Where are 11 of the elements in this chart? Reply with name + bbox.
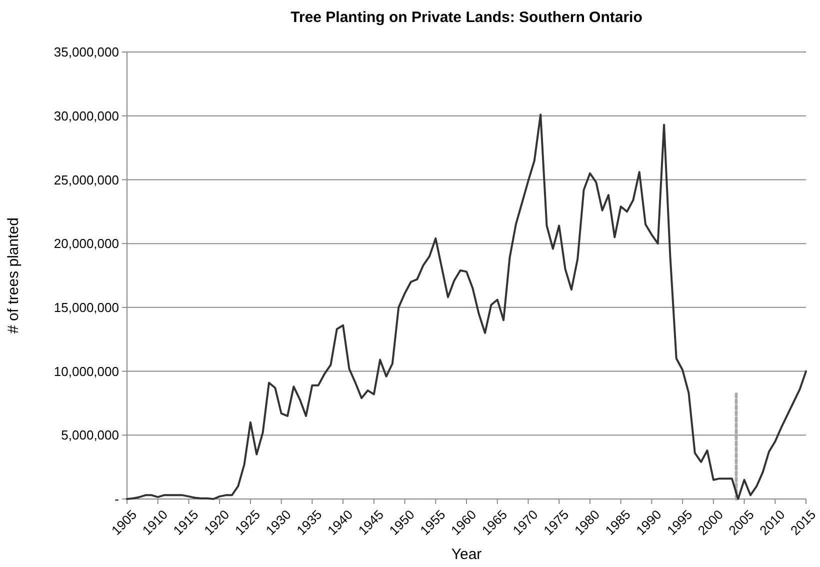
y-axis-title: # of trees planted (5, 218, 22, 334)
y-tick-label: 10,000,000 (54, 364, 119, 379)
y-tick-label: 25,000,000 (54, 172, 119, 188)
y-tick-label: - (114, 492, 119, 507)
y-tick-label: 30,000,000 (54, 108, 119, 124)
x-axis-title: Year (451, 546, 482, 563)
y-tick-label: 5,000,000 (61, 428, 119, 443)
y-tick-label: 15,000,000 (54, 300, 119, 315)
y-tick-label: 20,000,000 (54, 236, 119, 252)
y-tick-label: 35,000,000 (54, 44, 119, 60)
chart-title: Tree Planting on Private Lands: Southern Ontario (290, 9, 642, 26)
